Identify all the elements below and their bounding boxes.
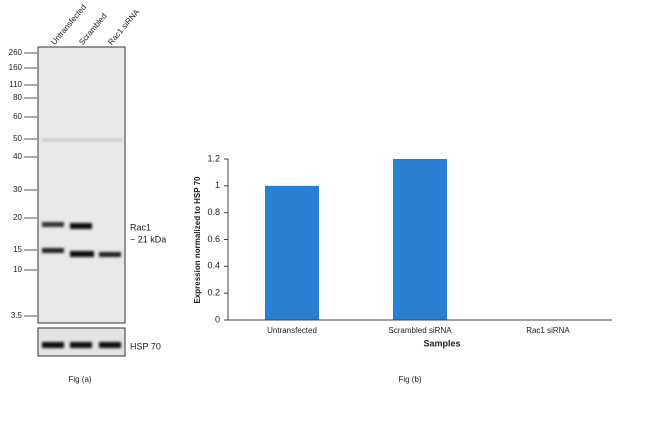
marker-label: 10 [13,265,22,274]
marker-label: 160 [9,63,23,72]
y-axis-label: Expression normalized to HSP 70 [193,176,202,304]
lane-label: Scrambled [77,12,108,47]
caption-a: Fig (a) [68,375,91,384]
marker-label: 80 [13,93,22,102]
x-tick-label: Rac1 siRNA [526,326,570,335]
blot-bands [42,139,122,257]
y-tick-label: 0.2 [207,288,220,298]
bar [265,185,319,320]
y-tick-label: 0.4 [207,261,220,271]
y-tick-label: 1.2 [207,153,220,163]
marker-label: 20 [13,213,22,222]
y-tick-label: 0.6 [207,234,220,244]
marker-label: 40 [13,152,22,161]
x-tick-label: Scrambled siRNA [388,326,452,335]
marker-label: 110 [9,80,22,89]
hsp70-bands [42,342,121,348]
marker-label: 30 [13,185,22,194]
band-label: Rac1 [130,222,151,232]
marker-label: 60 [13,112,22,121]
y-tick-label: 0 [215,314,220,324]
caption-b: Fig (b) [398,375,421,384]
marker-label: 15 [13,245,22,254]
x-tick-label: Untransfected [267,326,317,335]
loading-control-label: HSP 70 [130,341,161,351]
marker-label: 260 [9,48,23,57]
lane-label: Rac1 siRNA [106,7,141,47]
marker-label: 50 [13,134,22,143]
y-tick-label: 1 [215,180,220,190]
band-size: ~ 21 kDa [130,234,166,244]
blot-panel [37,46,126,324]
x-axis-label: Samples [423,338,460,348]
y-tick-label: 0.8 [207,207,220,217]
marker-label: 3.5 [11,311,23,320]
bar [393,159,447,320]
